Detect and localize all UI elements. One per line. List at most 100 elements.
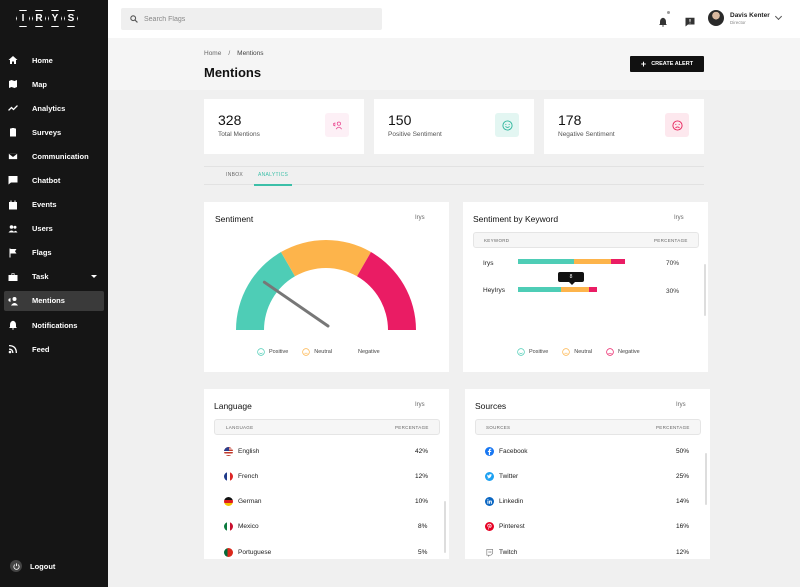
sidebar-item-flags[interactable]: Flags (4, 243, 104, 263)
tab-analytics[interactable]: ANALYTICS (258, 172, 289, 178)
sources-table-header: SOURCES PERCENTAGE (475, 419, 701, 435)
sidebar-item-label: Notifications (32, 320, 78, 330)
column-header: PERCENTAGE (656, 424, 690, 430)
sidebar-item-users[interactable]: Users (4, 219, 104, 239)
search-input[interactable] (144, 15, 344, 23)
twitch-icon (485, 547, 494, 557)
table-row[interactable]: English (224, 445, 259, 457)
panel-brand: Irys (415, 402, 425, 408)
sidebar-nav: Home Map Analytics Surveys Communication… (0, 50, 108, 363)
clipboard-icon (8, 127, 18, 137)
page-header: Home / Mentions Mentions + CREATE ALERT (108, 38, 800, 90)
search-icon (130, 15, 138, 23)
sidebar-item-label: Task (32, 272, 49, 282)
scrollbar[interactable] (705, 453, 707, 505)
breadcrumb-separator: / (228, 50, 231, 57)
notifications-bell-icon[interactable] (658, 11, 670, 27)
bar-neutral (561, 287, 590, 292)
sidebar-item-analytics[interactable]: Analytics (4, 98, 104, 118)
sidebar-item-label: Flags (32, 248, 52, 258)
bar-positive (518, 287, 562, 292)
page-title: Mentions (204, 65, 262, 80)
table-row[interactable]: German (224, 495, 261, 507)
sidebar-item-feed[interactable]: Feed (4, 339, 104, 359)
logout-button[interactable]: Logout (10, 560, 55, 572)
sentiment-legend: Positive Neutral Negative (257, 348, 394, 356)
tab-inbox[interactable]: INBOX (226, 172, 244, 178)
positive-sentiment-card: 150 Positive Sentiment (374, 99, 534, 154)
sidebar-item-label: Communication (32, 151, 89, 161)
sidebar-item-surveys[interactable]: Surveys (4, 122, 104, 142)
table-row[interactable]: Twitch (485, 546, 517, 558)
gauge-segment-neutral (280, 240, 371, 277)
scrollbar[interactable] (704, 264, 706, 316)
legend-label: Positive (269, 349, 289, 355)
bar-negative (611, 259, 625, 264)
sidebar-item-events[interactable]: Events (4, 195, 104, 215)
sidebar-item-map[interactable]: Map (4, 74, 104, 94)
briefcase-icon (8, 272, 18, 282)
panel-title: Sources (475, 401, 507, 411)
active-tab-indicator (254, 184, 292, 186)
neutral-face-icon (302, 348, 310, 356)
linkedin-icon (485, 496, 494, 506)
message-alert-icon[interactable] (685, 14, 695, 27)
language-percentage: 5% (418, 549, 428, 556)
negative-sentiment-card: 178 Negative Sentiment (544, 99, 704, 154)
user-menu[interactable]: Davis Kenter Director (708, 10, 782, 26)
rss-icon (8, 344, 18, 354)
breadcrumb-home[interactable]: Home (204, 50, 222, 57)
bar-neutral (573, 259, 612, 264)
top-bar: Davis Kenter Director (108, 0, 800, 38)
keyword-bar (518, 259, 625, 264)
calendar-icon (8, 200, 18, 210)
table-row[interactable]: French (224, 470, 258, 482)
pinterest-icon (485, 521, 494, 531)
neutral-face-icon (562, 348, 570, 356)
source-percentage: 25% (676, 473, 690, 480)
sidebar-item-mentions[interactable]: Mentions (4, 290, 104, 311)
keyword-sentiment-panel: Sentiment by Keyword Irys KEYWORD PERCEN… (463, 202, 708, 372)
portugal-flag-icon (224, 547, 233, 557)
sidebar-item-notifications[interactable]: Notifications (4, 315, 104, 335)
stat-label: Negative Sentiment (558, 131, 615, 138)
sidebar-item-communication[interactable]: Communication (4, 146, 104, 166)
logout-label: Logout (30, 561, 56, 571)
table-row[interactable]: Linkedin (485, 495, 523, 507)
smile-icon (495, 113, 519, 137)
search-bar[interactable] (121, 8, 382, 30)
source-name: Twitch (499, 548, 518, 556)
legend-positive: Positive (257, 348, 288, 356)
breadcrumb-current: Mentions (237, 50, 264, 57)
keyword-bar (518, 287, 597, 292)
sidebar-item-task[interactable]: Task (4, 267, 104, 287)
us-flag-icon (224, 446, 233, 456)
table-row[interactable]: Mexico (224, 520, 259, 532)
table-row[interactable]: Pinterest (485, 520, 525, 532)
notification-dot (667, 11, 670, 14)
irys-logo[interactable]: I R Y S (16, 10, 78, 27)
column-header: PERCENTAGE (395, 424, 429, 430)
sidebar-item-label: Events (32, 200, 57, 210)
sidebar-item-home[interactable]: Home (4, 50, 104, 70)
chevron-down-icon[interactable] (91, 275, 97, 279)
stat-label: Total Mentions (218, 131, 260, 138)
language-name: English (238, 447, 260, 455)
table-row[interactable]: Facebook (485, 445, 528, 457)
bar-negative (589, 287, 597, 292)
panel-title: Sentiment (215, 214, 254, 224)
scrollbar[interactable] (444, 501, 446, 553)
keyword-table-header: KEYWORD PERCENTAGE (473, 232, 699, 248)
column-header: LANGUAGE (226, 424, 254, 430)
gauge-segment-positive (236, 252, 295, 330)
chevron-down-icon (774, 12, 782, 21)
sidebar-item-chatbot[interactable]: Chatbot (4, 170, 104, 190)
panel-brand: Irys (676, 402, 686, 408)
smile-icon (257, 348, 265, 356)
legend-label: Neutral (574, 349, 592, 355)
table-row[interactable]: Portuguese (224, 546, 271, 558)
create-alert-button[interactable]: + CREATE ALERT (630, 56, 704, 72)
table-row[interactable]: Twitter (485, 470, 518, 482)
plus-icon: + (640, 58, 647, 69)
language-name: Mexico (238, 522, 259, 530)
